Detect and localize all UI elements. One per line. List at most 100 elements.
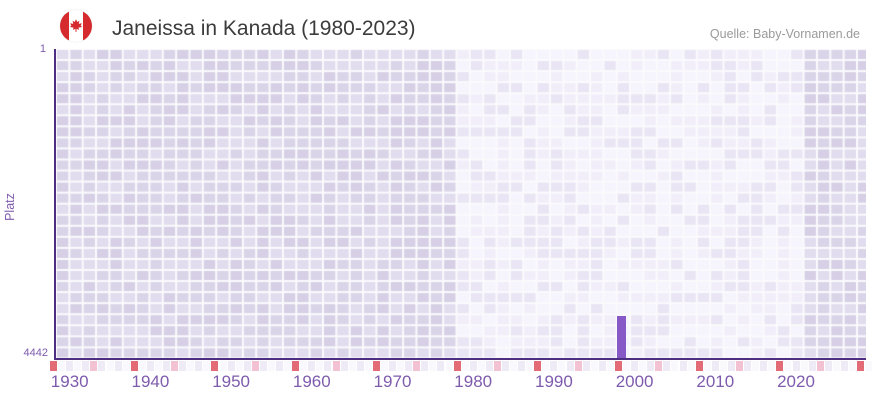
year-ruler-mark-1962 xyxy=(324,361,332,371)
year-ruler-mark-1987 xyxy=(526,361,534,371)
year-ruler-mark-1989 xyxy=(542,361,550,371)
year-ruler-mark-1995 xyxy=(590,361,598,371)
x-tick-label-2000: 2000 xyxy=(615,372,654,391)
year-ruler-mark-2005 xyxy=(671,361,679,371)
year-ruler-mark-2004 xyxy=(663,361,671,371)
year-ruler-mark-1981 xyxy=(477,361,485,371)
year-ruler-mark-2008 xyxy=(695,361,703,371)
year-ruler-mark-1963 xyxy=(332,361,340,371)
year-ruler-mark-1985 xyxy=(510,361,518,371)
year-ruler-mark-1932 xyxy=(82,361,90,371)
year-ruler-mark-1947 xyxy=(203,361,211,371)
year-ruler-mark-1955 xyxy=(267,361,275,371)
year-ruler-mark-1950 xyxy=(227,361,235,371)
year-ruler-mark-1959 xyxy=(300,361,308,371)
year-ruler-mark-2003 xyxy=(655,361,663,371)
x-tick-label-1970: 1970 xyxy=(373,372,412,391)
year-ruler-mark-1938 xyxy=(130,361,138,371)
year-ruler-mark-1945 xyxy=(187,361,195,371)
year-ruler-mark-1967 xyxy=(364,361,372,371)
y-axis-title: Platz xyxy=(3,193,17,221)
year-ruler-mark-1937 xyxy=(122,361,130,371)
x-tick-label-2020: 2020 xyxy=(777,372,815,391)
year-ruler-mark-2026 xyxy=(840,361,848,371)
year-ruler-mark-2007 xyxy=(687,361,695,371)
year-ruler-mark-1999 xyxy=(623,361,631,371)
year-ruler-mark-2029 xyxy=(865,361,873,371)
year-ruler-mark-1966 xyxy=(356,361,364,371)
year-ruler-mark-1954 xyxy=(259,361,267,371)
year-ruler-mark-1980 xyxy=(469,361,477,371)
year-ruler-mark-2009 xyxy=(703,361,711,371)
year-ruler-mark-1935 xyxy=(106,361,114,371)
year-ruler-mark-1983 xyxy=(493,361,501,371)
year-ruler-mark-1944 xyxy=(179,361,187,371)
year-ruler-mark-1991 xyxy=(558,361,566,371)
year-ruler-mark-1982 xyxy=(485,361,493,371)
year-ruler-mark-1958 xyxy=(292,361,300,371)
year-ruler-mark-1975 xyxy=(429,361,437,371)
year-ruler-mark-1953 xyxy=(251,361,259,371)
year-ruler-mark-2010 xyxy=(711,361,719,371)
rank-bar-1998[interactable] xyxy=(616,316,626,358)
year-ruler-mark-1988 xyxy=(534,361,542,371)
year-ruler-mark-1969 xyxy=(380,361,388,371)
year-ruler-mark-1930 xyxy=(66,361,74,371)
year-ruler-mark-2001 xyxy=(639,361,647,371)
year-ruler-mark-1942 xyxy=(163,361,171,371)
year-ruler-mark-1996 xyxy=(598,361,606,371)
year-ruler-mark-1948 xyxy=(211,361,219,371)
year-ruler-mark-1956 xyxy=(276,361,284,371)
year-ruler-mark-2018 xyxy=(776,361,784,371)
year-ruler-mark-1974 xyxy=(421,361,429,371)
year-ruler-mark-2012 xyxy=(727,361,735,371)
year-ruler-mark-1939 xyxy=(138,361,146,371)
year-ruler-mark-1928 xyxy=(50,361,58,371)
canada-flag-icon xyxy=(60,10,92,42)
year-ruler-mark-1931 xyxy=(74,361,82,371)
chart-title: Janeissa in Kanada (1980-2023) xyxy=(112,17,416,40)
year-ruler-mark-2014 xyxy=(744,361,752,371)
year-ruler-mark-1949 xyxy=(219,361,227,371)
year-ruler-mark-2024 xyxy=(824,361,832,371)
year-ruler-mark-1951 xyxy=(235,361,243,371)
year-ruler-mark-1984 xyxy=(501,361,509,371)
year-ruler-mark-2015 xyxy=(752,361,760,371)
year-ruler-mark-1929 xyxy=(58,361,66,371)
plot-mosaic-background xyxy=(56,49,866,358)
year-ruler-mark-2013 xyxy=(736,361,744,371)
year-ruler-mark-1965 xyxy=(348,361,356,371)
year-ruler-mark-1997 xyxy=(606,361,614,371)
year-ruler-mark-1964 xyxy=(340,361,348,371)
year-ruler-mark-1978 xyxy=(453,361,461,371)
year-ruler-mark-1946 xyxy=(195,361,203,371)
y-tick-label-min: 1 xyxy=(39,43,46,55)
y-tick-label-max: 4442 xyxy=(23,347,48,359)
year-ruler-mark-1960 xyxy=(308,361,316,371)
year-ruler-mark-1990 xyxy=(550,361,558,371)
year-ruler-mark-1943 xyxy=(171,361,179,371)
x-tick-label-1930: 1930 xyxy=(50,372,89,391)
year-ruler-mark-2006 xyxy=(679,361,687,371)
year-ruler-mark-1976 xyxy=(437,361,445,371)
year-ruler-mark-2021 xyxy=(800,361,808,371)
year-ruler-mark-2019 xyxy=(784,361,792,371)
source-credit: Quelle: Baby-Vornamen.de xyxy=(709,27,860,41)
year-ruler-mark-1998 xyxy=(614,361,622,371)
year-ruler-mark-1970 xyxy=(389,361,397,371)
x-tick-label-1940: 1940 xyxy=(131,372,170,391)
year-ruler-mark-1968 xyxy=(372,361,380,371)
year-ruler-mark-2020 xyxy=(792,361,800,371)
year-ruler-mark-1973 xyxy=(413,361,421,371)
year-ruler-mark-2016 xyxy=(760,361,768,371)
canada-flag-graphic xyxy=(60,10,92,42)
year-ruler-mark-1972 xyxy=(405,361,413,371)
year-ruler-mark-1934 xyxy=(98,361,106,371)
year-ruler-mark-1986 xyxy=(518,361,526,371)
year-ruler-mark-2017 xyxy=(768,361,776,371)
year-ruler-mark-1961 xyxy=(316,361,324,371)
year-ruler-mark-2000 xyxy=(631,361,639,371)
x-tick-label-1990: 1990 xyxy=(534,372,573,391)
plot-area xyxy=(54,49,866,360)
x-tick-label-1950: 1950 xyxy=(212,372,251,391)
